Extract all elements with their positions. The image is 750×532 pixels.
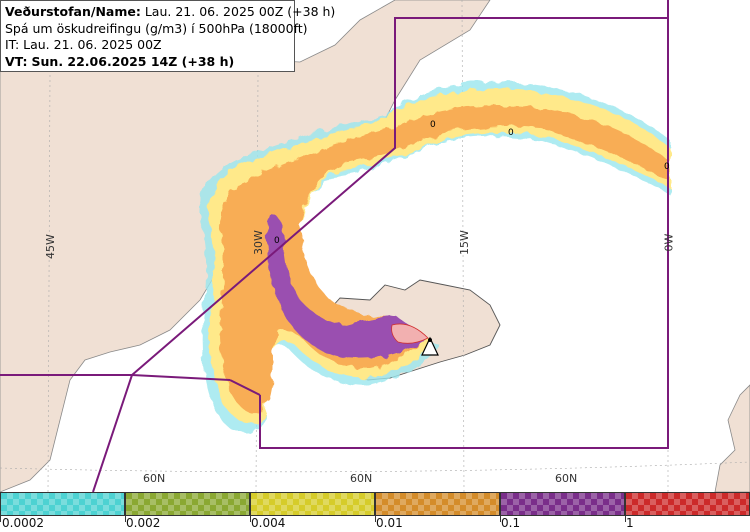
- initial-time: IT: Lau. 21. 06. 2025 00Z: [5, 37, 162, 52]
- info-valid-row: VT: Sun. 22.06.2025 14Z (+38 h): [5, 54, 290, 71]
- legend-value: 0.002: [126, 516, 161, 530]
- ash-red-source: [391, 323, 429, 344]
- info-issuer-row: Veðurstofan/Name: Lau. 21. 06. 2025 00Z …: [5, 4, 335, 21]
- lat-label-60n: 60N: [350, 472, 373, 485]
- legend-value: 0.01: [376, 516, 403, 530]
- concentration-legend: 0.0002 0.002 0.004 0.01 0.1 1: [0, 492, 750, 532]
- legend-swatch: [625, 492, 750, 516]
- norway-coast-land: [714, 384, 750, 492]
- lon-label-0w: 0W: [662, 233, 676, 252]
- ash-plume: [199, 81, 670, 433]
- legend-tick: [500, 516, 501, 522]
- legend-tick: [125, 516, 126, 522]
- ash-purple-core: [266, 214, 428, 359]
- legend-swatch: [250, 492, 375, 516]
- legend-swatch: [125, 492, 250, 516]
- forecast-area-boundary: [0, 0, 669, 492]
- legend-tick: [0, 516, 1, 522]
- contour-label: 0: [430, 120, 436, 130]
- lat-label-60n: 60N: [143, 472, 166, 485]
- contour-label: 0: [508, 128, 514, 138]
- contour-label: 0: [274, 236, 280, 246]
- legend-tick: [250, 516, 251, 522]
- contour-label: 0: [664, 162, 670, 172]
- legend-swatch: [0, 492, 125, 516]
- lat-label-60n: 60N: [555, 472, 578, 485]
- ash-dispersion-map: 0 0 0 0: [0, 0, 750, 492]
- lon-label-30w: 30W: [251, 230, 265, 255]
- forecast-description: Spá um öskudreifingu (g/m3) í 500hPa (18…: [5, 20, 308, 36]
- legend-tick: [375, 516, 376, 522]
- forecast-area-outline: [259, 17, 669, 449]
- legend-value: 0.1: [501, 516, 521, 530]
- volcano-marker: [421, 336, 439, 356]
- legend-value: 1: [626, 516, 634, 530]
- legend-swatch: [375, 492, 500, 516]
- forecast-info-box: Veðurstofan/Name: Lau. 21. 06. 2025 00Z …: [0, 0, 335, 72]
- legend-value: 0.004: [251, 516, 286, 530]
- lon-label-15w: 15W: [457, 230, 471, 255]
- valid-time-value: Sun. 22.06.2025 14Z (+38 h): [31, 53, 235, 69]
- issuer-value: Lau. 21. 06. 2025 00Z (+38 h): [144, 4, 336, 19]
- legend-value: 0.0002: [2, 516, 44, 530]
- legend-tick: [625, 516, 626, 522]
- lon-label-45w: 45W: [43, 234, 57, 259]
- legend-swatch: [500, 492, 625, 516]
- valid-time-label: VT:: [5, 53, 28, 69]
- boundary-segment: [131, 374, 231, 381]
- issuer-label: Veðurstofan/Name:: [5, 4, 141, 19]
